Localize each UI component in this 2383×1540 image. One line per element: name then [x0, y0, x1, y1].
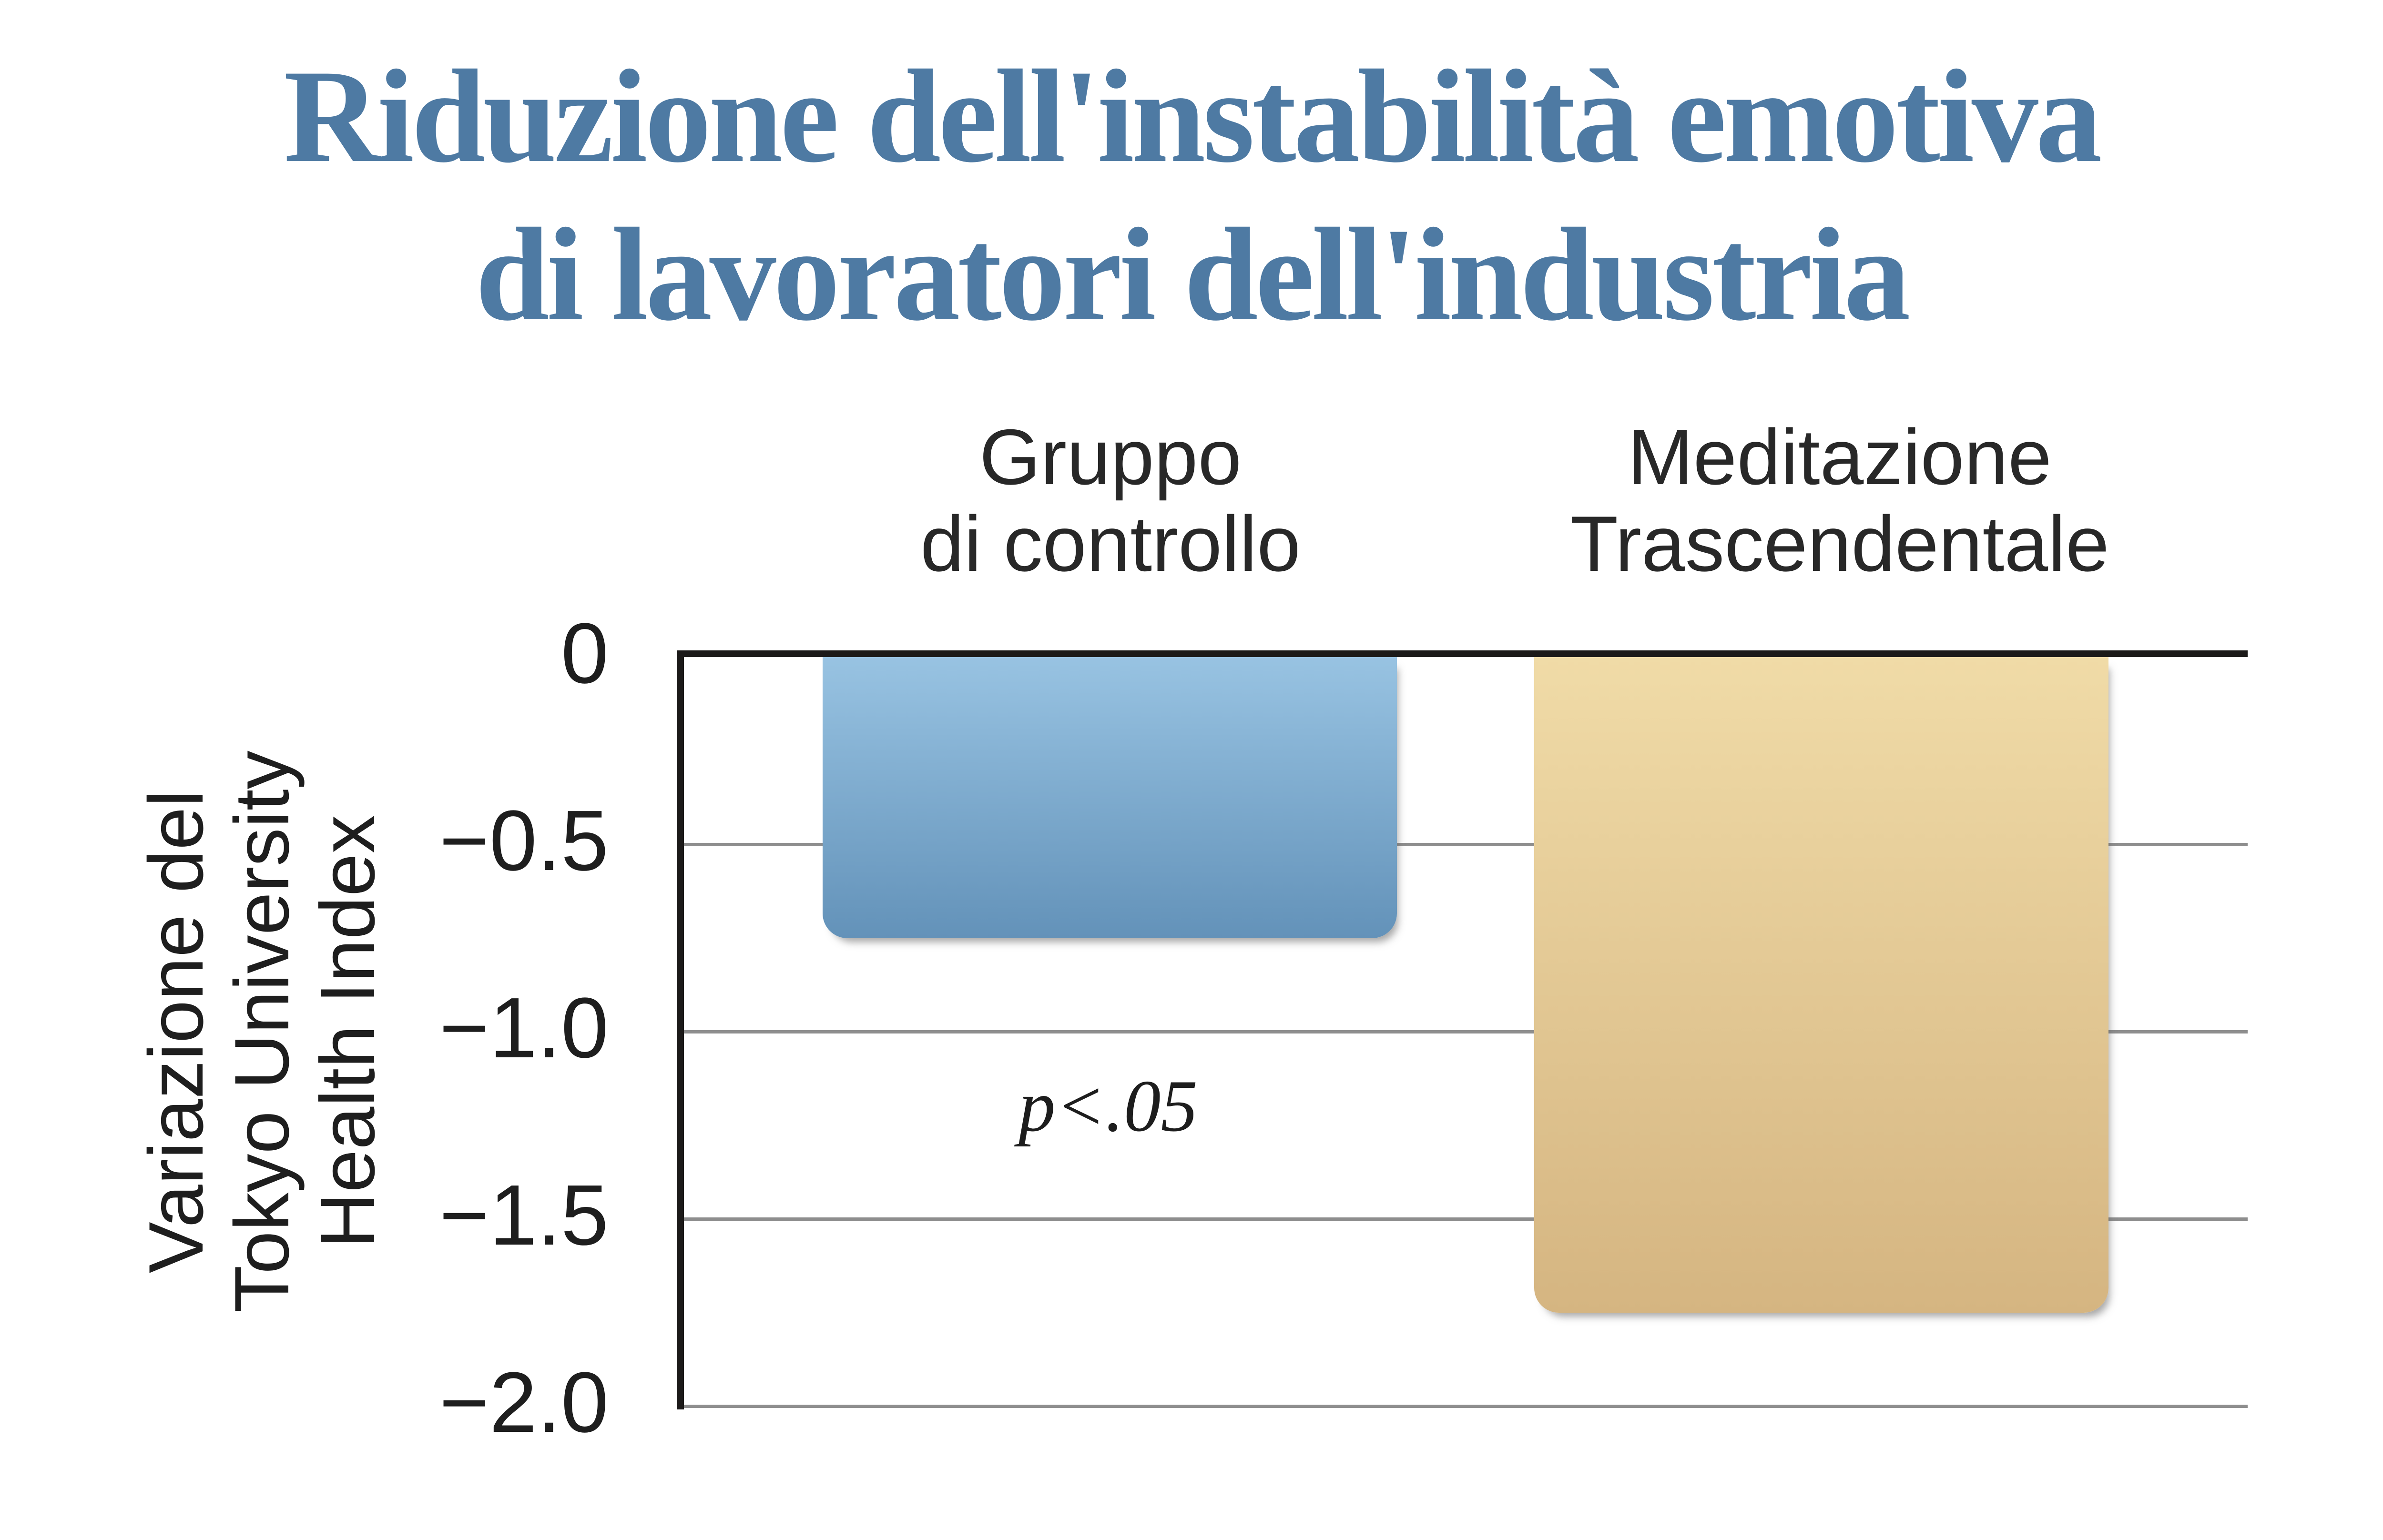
page-title-line1: Riduzione dell'instabilità emotiva [284, 42, 2102, 190]
bar-label-tm: Meditazione Trascendentale [1458, 414, 2221, 587]
y-tick-15: −1.5 [439, 1167, 609, 1263]
gridline-minus-2-0 [684, 1405, 2248, 1408]
y-tick-10: −1.0 [439, 980, 609, 1076]
plot-area [677, 650, 2248, 1409]
y-axis-label-line1: Variazione del [133, 790, 219, 1274]
gridline-minus-0-5 [684, 843, 2248, 846]
bar-label-tm-line2: Trascendentale [1570, 500, 2109, 588]
bar-control-group [823, 657, 1397, 938]
y-axis-label-line3: Health Index [305, 815, 391, 1248]
page-title-line2: di lavoratori dell'industria [475, 200, 1911, 348]
gridline-minus-1-5 [684, 1217, 2248, 1221]
bar-label-control-group: Gruppo di controllo [729, 414, 1492, 587]
y-axis-label-line2: Tokyo University [219, 750, 305, 1313]
bar-transcendental-meditation [1534, 657, 2108, 1313]
y-tick-05: −0.5 [439, 793, 609, 889]
page-title: Riduzione dell'instabilità emotiva di la… [0, 37, 2383, 354]
y-axis-label: Variazione del Tokyo University Health I… [133, 650, 391, 1413]
y-tick-20: −2.0 [439, 1355, 609, 1450]
y-tick-0: 0 [560, 606, 609, 701]
bar-label-tm-line1: Meditazione [1628, 413, 2052, 501]
bar-label-control-group-line2: di controllo [920, 500, 1301, 588]
bar-label-control-group-line1: Gruppo [979, 413, 1242, 501]
gridline-minus-1-0 [684, 1030, 2248, 1033]
p-value-annotation: p<.05 [1018, 1065, 1198, 1147]
